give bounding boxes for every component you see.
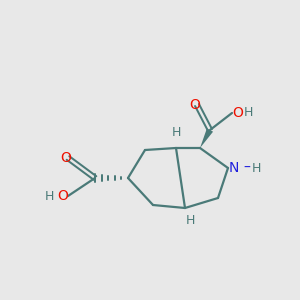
Text: –: – [243, 161, 250, 175]
Text: O: O [61, 151, 71, 165]
Text: H: H [244, 106, 254, 119]
Text: O: O [232, 106, 243, 120]
Text: H: H [252, 161, 261, 175]
Text: O: O [190, 98, 200, 112]
Text: N: N [229, 161, 239, 175]
Text: O: O [57, 189, 68, 203]
Text: H: H [185, 214, 195, 226]
Text: H: H [45, 190, 54, 202]
Polygon shape [200, 128, 213, 148]
Text: H: H [171, 127, 181, 140]
